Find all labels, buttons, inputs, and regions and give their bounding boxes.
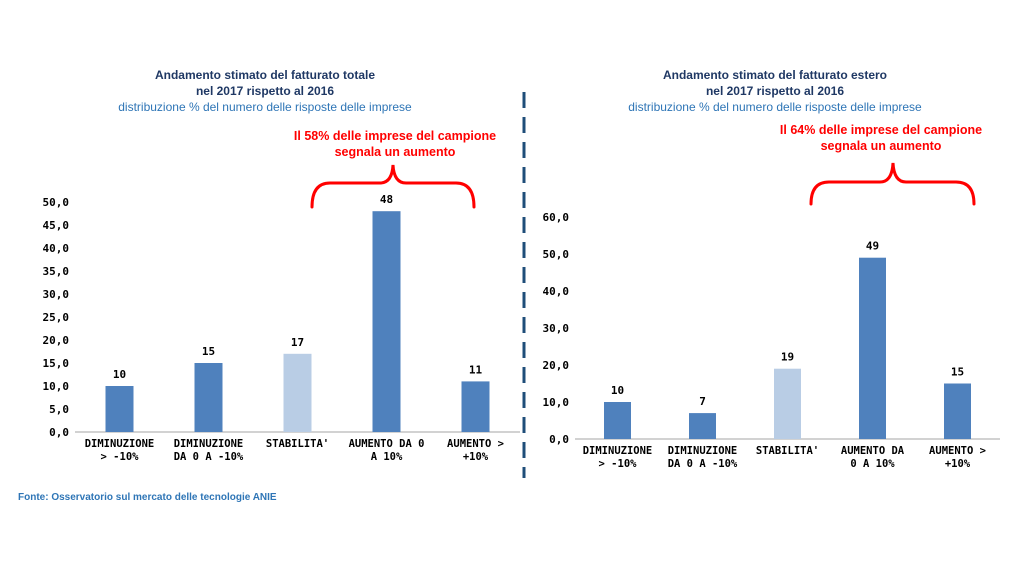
left-category-label: DIMINUZIONE [174,438,244,450]
right-title-line2: nel 2017 rispetto al 2016 [705,84,845,98]
left-data-label: 11 [469,363,483,376]
right-category-label: 0 A 10% [850,458,895,470]
right-data-label: 19 [781,351,794,364]
left-category-label: +10% [463,451,489,463]
left-y-tick-label: 20,0 [43,334,70,347]
left-bar [105,386,134,432]
left-data-label: 48 [380,193,393,206]
left-data-label: 17 [291,336,304,349]
left-y-tick-label: 10,0 [43,380,70,393]
left-data-label: 15 [202,345,215,358]
source-note: Fonte: Osservatorio sul mercato delle te… [18,492,277,503]
right-category-label: DIMINUZIONE [583,445,653,457]
right-data-label: 10 [611,384,624,397]
left-title-line1: Andamento stimato del fatturato totale [154,68,375,82]
left-y-tick-label: 30,0 [43,288,70,301]
right-bracket [809,162,976,206]
left-bracket [310,164,476,209]
left-chart: 0,0 5,0 10,0 15,0 20,0 25,0 30,0 35,0 40,0 45,0 50… [43,193,520,463]
left-data-label: 10 [113,368,126,381]
right-y-tick-label: 50,0 [543,248,570,261]
right-y-tick-label: 10,0 [543,396,570,409]
left-y-tick-label: 35,0 [43,265,70,278]
right-category-label: AUMENTO DA [841,445,905,457]
right-category-label: DIMINUZIONE [668,445,738,457]
right-bar [689,413,716,439]
left-category-label: DIMINUZIONE [85,438,155,450]
right-chart: 0,0 10,0 20,0 30,0 40,0 50,0 60,0 10 DIMINUZIONE… [543,211,1000,470]
left-bar [461,381,490,432]
right-callout: Il 64% delle imprese del campione segnal… [756,122,1006,154]
right-category-label: AUMENTO > [929,445,986,457]
left-y-tick-label: 15,0 [43,357,70,370]
left-category-label: DA 0 A -10% [174,451,244,463]
right-callout-line1: Il 64% delle imprese del campione [779,123,983,137]
right-bar [774,368,801,439]
right-y-tick-label: 0,0 [549,433,569,446]
right-bar [859,257,886,439]
right-category-label: +10% [945,458,971,470]
left-y-tick-label: 50,0 [43,196,70,209]
left-bar [372,211,401,432]
right-chart-title: Andamento stimato del fatturato estero n… [570,67,980,115]
left-y-tick-label: 0,0 [49,426,69,439]
right-y-tick-label: 60,0 [543,211,570,224]
left-title-line2: nel 2017 rispetto al 2016 [195,84,335,98]
right-y-tick-label: 40,0 [543,285,570,298]
right-bar [944,383,971,439]
right-data-label: 15 [951,366,964,379]
left-bar [283,353,312,432]
left-category-label: > -10% [101,451,140,463]
right-category-label: STABILITA' [756,445,819,457]
left-callout-line1: Il 58% delle imprese del campione [293,129,497,143]
right-data-label: 7 [699,395,706,408]
left-y-tick-label: 5,0 [49,403,69,416]
left-category-label: AUMENTO > [447,438,504,450]
right-category-label: > -10% [599,458,638,470]
right-title-line1: Andamento stimato del fatturato estero [662,68,888,82]
left-chart-title: Andamento stimato del fatturato totale n… [60,67,470,115]
right-data-label: 49 [866,240,879,253]
left-y-tick-label: 25,0 [43,311,70,324]
left-y-tick-label: 40,0 [43,242,70,255]
left-category-label: STABILITA' [266,438,329,450]
right-callout-line2: segnala un aumento [820,139,942,153]
left-y-tick-label: 45,0 [43,219,70,232]
right-category-label: DA 0 A -10% [668,458,738,470]
left-category-label: A 10% [371,451,403,463]
left-callout-line2: segnala un aumento [334,145,456,159]
right-bar [604,402,631,439]
left-callout: Il 58% delle imprese del campione segnal… [270,128,520,160]
left-bar [194,363,223,432]
left-category-label: AUMENTO DA 0 [349,438,425,450]
right-y-tick-label: 30,0 [543,322,570,335]
right-y-tick-label: 20,0 [543,359,570,372]
right-subtitle: distribuzione % del numero delle rispost… [628,100,922,114]
left-subtitle: distribuzione % del numero delle rispost… [118,100,412,114]
